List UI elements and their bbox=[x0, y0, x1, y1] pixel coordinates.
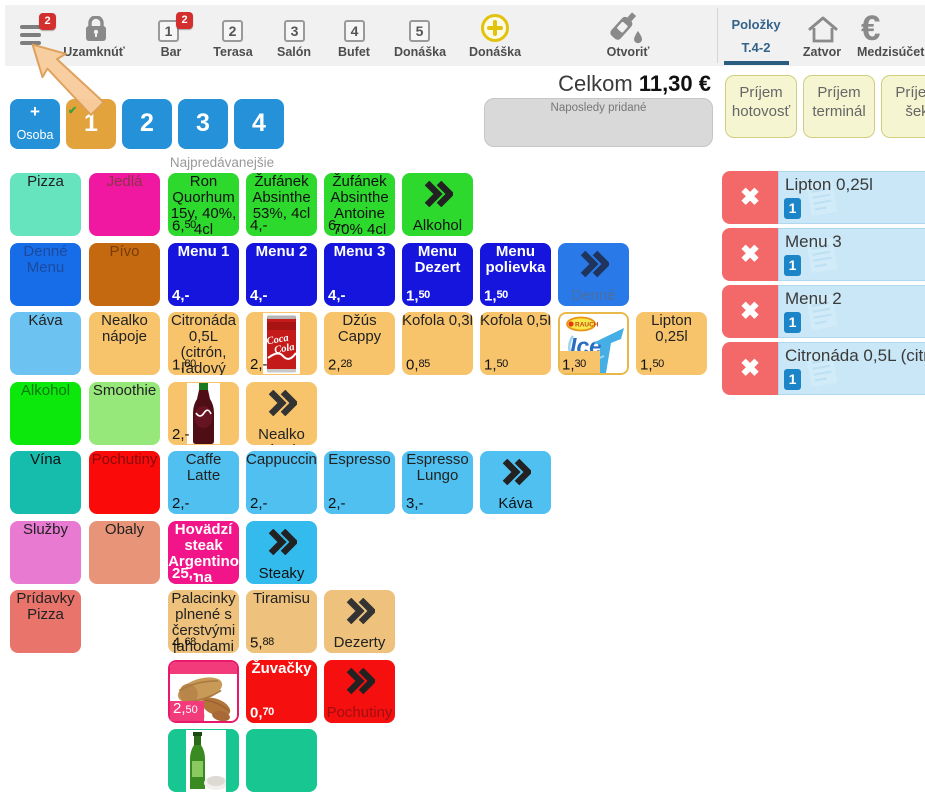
svg-text:RAUCH: RAUCH bbox=[575, 322, 599, 329]
svg-text:Coca: Coca bbox=[266, 333, 290, 348]
